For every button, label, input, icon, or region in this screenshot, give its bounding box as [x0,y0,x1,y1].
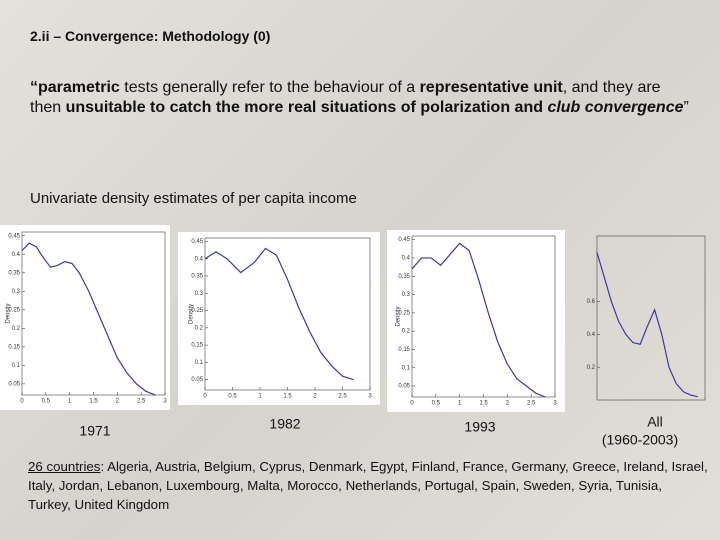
quote-segment: tests generally refer to the behaviour o… [119,79,420,96]
y-tick-label: 0.3 [12,289,21,295]
slide-title: 2.ii – Convergence: Methodology (0) [30,28,271,44]
x-tick-label: 1.5 [283,394,292,400]
x-tick-label: 0 [410,401,414,407]
y-tick-label: 0.1 [195,360,204,366]
quote-segment: unsuitable to catch the more real situat… [65,99,548,116]
x-tick-label: 2.5 [527,401,536,407]
x-tick-label: 0 [20,399,24,405]
y-axis-label: Density [396,306,402,326]
quote: “parametric tests generally refer to the… [30,78,690,118]
x-tick-label: 2.5 [137,399,146,405]
y-tick-label: 0.45 [191,239,203,245]
x-tick-label: 1.5 [89,399,98,405]
chart-caption: (1960-2003) [602,432,678,448]
subtitle: Univariate density estimates of per capi… [30,190,357,207]
countries: 26 countries: Algeria, Austria, Belgium,… [28,457,708,514]
x-tick-label: 3 [368,394,372,400]
x-tick-label: 0.5 [42,399,51,405]
y-tick-label: 0.25 [191,308,203,314]
density-line [21,242,156,396]
y-tick-label: 0.6 [587,299,596,305]
y-tick-label: 0.2 [12,326,21,332]
quote-segment: representative unit [419,79,563,96]
y-tick-label: 0.05 [191,377,203,383]
x-tick-label: 1 [258,394,262,400]
x-tick-label: 0.5 [228,394,237,400]
countries-list: : Algeria, Austria, Belgium, Cyprus, Den… [28,459,708,512]
chart-caption: All [647,414,663,430]
density-line [411,242,546,398]
countries-label: 26 countries [28,459,101,474]
density-line [204,247,354,381]
chart-caption: 1971 [79,423,110,439]
x-tick-label: 3 [163,399,167,405]
x-tick-label: 0.5 [432,401,441,407]
y-tick-label: 0.35 [8,270,20,276]
y-tick-label: 0.3 [195,291,204,297]
y-tick-label: 0.15 [8,344,20,350]
y-tick-label: 0.1 [402,365,411,371]
y-tick-label: 0.45 [8,233,20,239]
quote-segment: , and they are then [30,79,661,116]
chart-panel [387,230,565,412]
y-tick-label: 0.4 [587,332,596,338]
x-tick-label: 2 [116,399,120,405]
y-tick-label: 0.4 [195,256,204,262]
y-tick-label: 0.35 [398,274,410,280]
chart-caption: 1993 [464,419,495,435]
quote-segment: “parametric [30,79,120,96]
y-tick-label: 0.45 [398,237,410,243]
y-tick-label: 0.2 [587,365,596,371]
x-tick-label: 1 [68,399,72,405]
y-tick-label: 0.25 [8,307,20,313]
x-tick-label: 2.5 [338,394,347,400]
y-tick-label: 0.05 [398,384,410,390]
x-tick-label: 2 [506,401,510,407]
x-tick-label: 0 [203,394,207,400]
y-tick-label: 0.1 [12,363,21,369]
y-tick-label: 0.4 [12,252,21,258]
y-tick-label: 0.2 [402,329,411,335]
density-line [596,252,698,398]
y-axis-label: Density [6,303,12,323]
plot-frame [596,235,706,401]
y-tick-label: 0.2 [195,325,204,331]
y-tick-label: 0.25 [398,310,410,316]
chart-panel [0,225,170,410]
x-tick-label: 3 [553,401,557,407]
y-tick-label: 0.3 [402,292,411,298]
y-tick-label: 0.35 [191,274,203,280]
x-tick-label: 2 [313,394,317,400]
y-tick-label: 0.15 [191,343,203,349]
y-tick-label: 0.15 [398,347,410,353]
y-tick-label: 0.05 [8,381,20,387]
quote-segment: ” [683,99,689,116]
y-tick-label: 0.4 [402,256,411,262]
x-tick-label: 1 [458,401,462,407]
chart-caption: 1982 [269,416,300,432]
quote-segment: club convergence [547,99,684,116]
x-tick-label: 1.5 [479,401,488,407]
y-axis-label: Density [189,304,195,324]
